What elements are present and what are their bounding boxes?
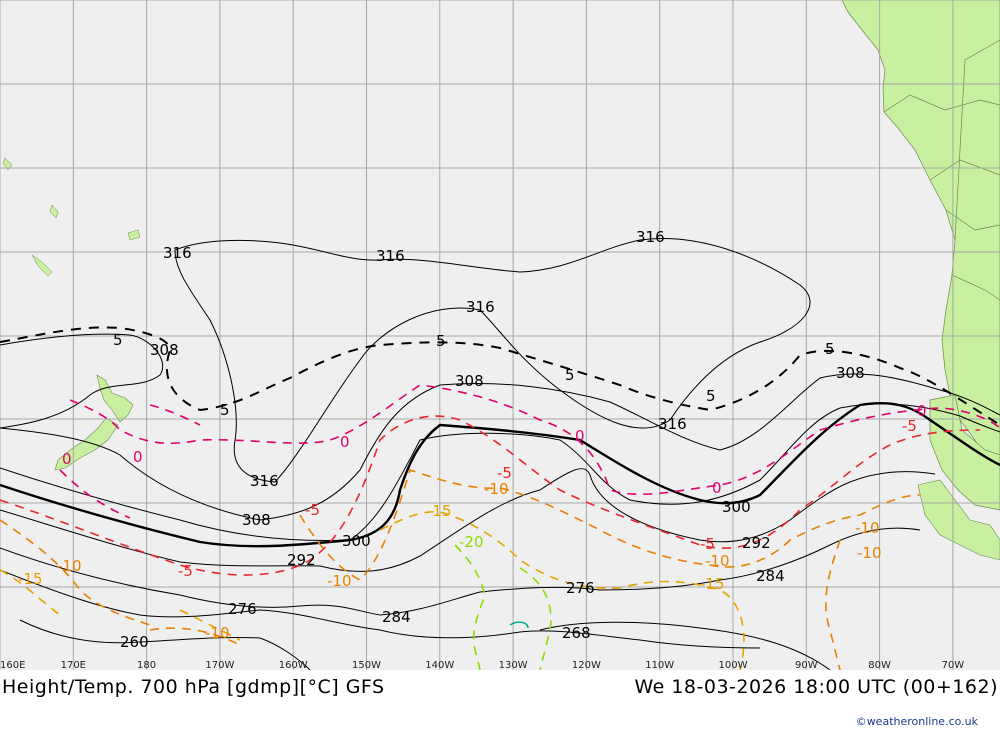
temp-m15-contours [0, 510, 745, 670]
label-t5-d: 5 [220, 401, 230, 419]
label-316-e: 316 [658, 415, 687, 433]
country-borders [883, 39, 1000, 301]
map-canvas: 316 316 316 316 316 316 308 308 308 308 … [0, 0, 1000, 670]
longitude-tick-label: 170E [61, 660, 86, 670]
label-308-d: 308 [242, 511, 271, 529]
longitude-tick-label: 110W [645, 660, 674, 670]
label-292-b: 292 [742, 534, 771, 552]
label-308-a: 308 [150, 341, 179, 359]
land-chile-strip [929, 394, 1000, 511]
label-t5-a: 5 [113, 331, 123, 349]
label-tm10-f: -10 [855, 519, 880, 537]
label-tm10-e: -10 [705, 552, 730, 570]
label-tm20: -20 [459, 533, 484, 551]
temp-m10-contours [0, 468, 921, 670]
label-t0-d: 0 [133, 448, 143, 466]
label-284-b: 284 [756, 567, 785, 585]
pacific-islands [2, 157, 141, 277]
label-t0-e: 0 [712, 479, 722, 497]
land-new-zealand-north [96, 374, 134, 423]
longitude-tick-label: 140W [425, 660, 454, 670]
longitude-tick-label: 160E [0, 660, 25, 670]
label-t5-f: 5 [825, 340, 835, 358]
land-new-zealand-south [54, 417, 119, 471]
label-316-b: 316 [376, 247, 405, 265]
forecast-datetime: We 18-03-2026 18:00 UTC (00+162) [634, 676, 998, 698]
label-tm15-b: -15 [18, 570, 43, 588]
temp-0-contours [59, 384, 1000, 519]
contour-300-thick [0, 401, 1000, 548]
longitude-tick-label: 90W [795, 660, 818, 670]
temp-cyan-blob [509, 621, 529, 629]
longitude-tick-label: 170W [205, 660, 234, 670]
label-316-a: 316 [163, 244, 192, 262]
label-300-b: 300 [722, 498, 751, 516]
label-tm15-a: -15 [427, 502, 452, 520]
label-308-c: 308 [836, 364, 865, 382]
label-t0-f: 0 [917, 402, 927, 420]
label-284-a: 284 [382, 608, 411, 626]
credit-link[interactable]: ©weatheronline.co.uk [855, 715, 978, 728]
label-300-a: 300 [342, 532, 371, 550]
label-276-a: 276 [228, 600, 257, 618]
longitude-tick-label: 130W [499, 660, 528, 670]
label-tm5-e: -5 [902, 417, 917, 435]
label-t0-c: 0 [62, 450, 72, 468]
temp-m5-contours [0, 415, 981, 576]
temp-labels: 5 5 5 5 5 5 0 0 0 0 0 0 -5 -5 -5 -5 -5 -… [18, 331, 927, 642]
label-t0-a: 0 [340, 433, 350, 451]
label-tm10-d: -10 [205, 624, 230, 642]
label-tm5-c: -5 [178, 562, 193, 580]
map-title: Height/Temp. 700 hPa [gdmp][°C] GFS [2, 676, 385, 698]
label-260: 260 [120, 633, 149, 651]
label-268: 268 [562, 624, 591, 642]
label-292-a: 292 [287, 551, 316, 569]
label-tm10-a: -10 [484, 480, 509, 498]
longitude-tick-label: 180 [137, 660, 156, 670]
label-316-d: 316 [466, 298, 495, 316]
label-t5-b: 5 [436, 332, 446, 350]
label-316-f: 316 [250, 472, 279, 490]
label-tm5-b: -5 [497, 464, 512, 482]
label-tm15-c: -15 [700, 575, 725, 593]
longitude-tick-label: 120W [572, 660, 601, 670]
temp-m20-contours [454, 544, 552, 670]
label-t5-e: 5 [706, 387, 716, 405]
label-tm5-d: -5 [700, 535, 715, 553]
longitude-tick-label: 100W [719, 660, 748, 670]
label-tm10-g: -10 [857, 544, 882, 562]
height-labels: 316 316 316 316 316 316 308 308 308 308 … [120, 228, 865, 651]
label-276-b: 276 [566, 579, 595, 597]
label-t5-c: 5 [565, 366, 575, 384]
label-316-c: 316 [636, 228, 665, 246]
longitude-tick-label: 80W [868, 660, 891, 670]
label-tm10-c: -10 [57, 557, 82, 575]
longitude-ticks: 160E 170E 180 170W 160W 150W 140W 130W 120W 110W 1… [0, 660, 964, 670]
label-tm10-b: -10 [327, 572, 352, 590]
label-tm5-a: -5 [305, 501, 320, 519]
label-t0-b: 0 [575, 427, 585, 445]
label-308-b: 308 [455, 372, 484, 390]
longitude-tick-label: 160W [279, 660, 308, 670]
longitude-tick-label: 150W [352, 660, 381, 670]
longitude-tick-label: 70W [942, 660, 965, 670]
